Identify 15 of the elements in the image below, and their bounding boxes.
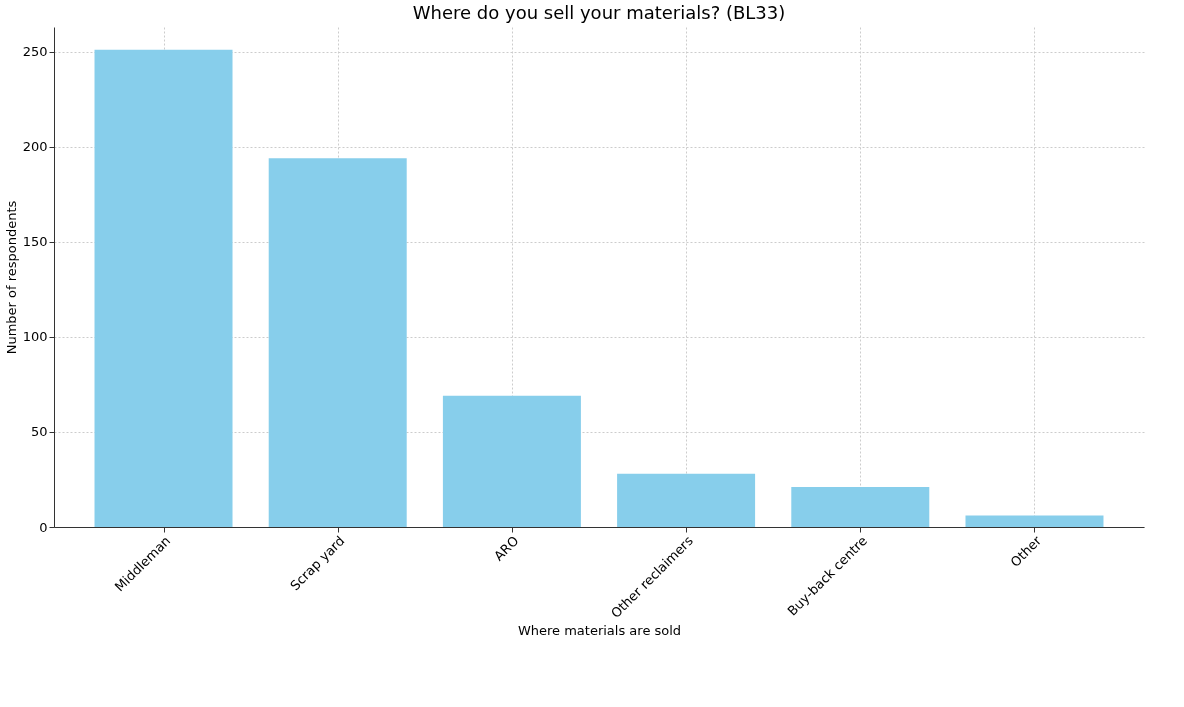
y-tick-label: 100 xyxy=(22,329,48,345)
y-tick-label: 200 xyxy=(22,139,48,155)
x-axis-title: Where materials are sold xyxy=(517,622,682,638)
bar xyxy=(965,515,1104,527)
bar xyxy=(791,487,930,527)
bar xyxy=(442,395,581,527)
y-axis-title: Number of respondents xyxy=(3,200,19,355)
chart-title: Where do you sell your materials? (BL33) xyxy=(412,2,786,23)
y-tick-label: 50 xyxy=(30,424,48,440)
bar xyxy=(268,158,407,527)
y-tick-label: 150 xyxy=(22,234,48,250)
bar xyxy=(617,473,756,527)
y-tick-label: 250 xyxy=(22,44,48,60)
y-tick-label: 0 xyxy=(39,519,48,535)
bar xyxy=(94,49,233,527)
